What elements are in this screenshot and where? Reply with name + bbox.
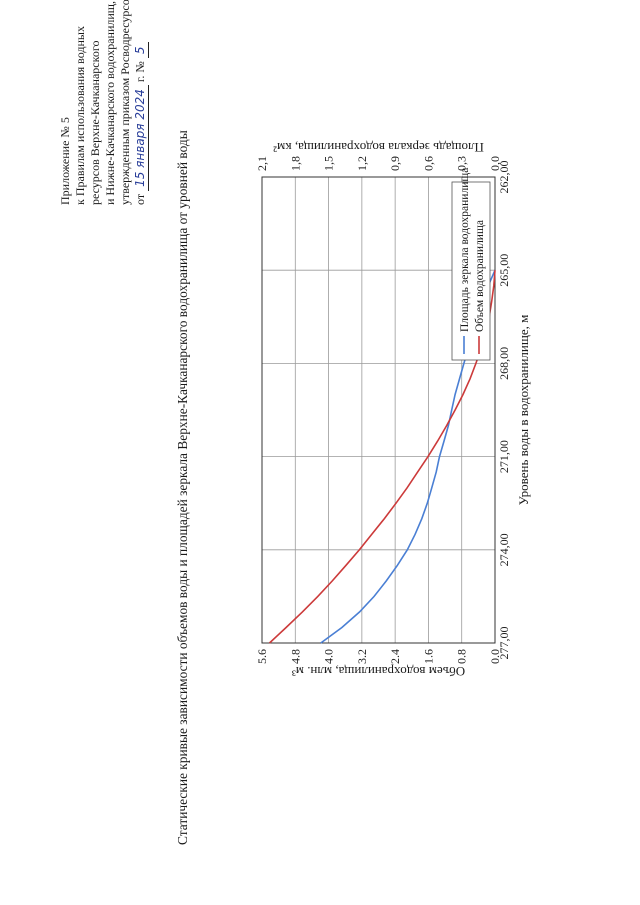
legend-label: Площадь зеркала водохранилища (459, 168, 471, 332)
level-axis-label: Уровень воды в водохранилище, м (516, 315, 531, 506)
volume-tick-label: 1.6 (421, 649, 435, 664)
area-tick-label: 0,3 (455, 156, 469, 171)
area-tick-label: 1,5 (322, 156, 336, 171)
legend-label: Объем водохранилища (474, 220, 486, 332)
volume-tick-label: 0.8 (455, 649, 469, 664)
level-tick-label: 277,00 (497, 627, 511, 660)
volume-tick-label: 5.6 (255, 649, 269, 664)
volume-tick-label: 2.4 (388, 649, 402, 664)
area-tick-label: 1,8 (288, 156, 302, 171)
volume-tick-label: 4.8 (288, 649, 302, 664)
volume-tick-label: 0.0 (488, 649, 502, 664)
level-tick-label: 274,00 (497, 533, 511, 566)
volume-axis-label: Объем водохранилища, млн. м³ (292, 664, 465, 679)
volume-tick-label: 3.2 (355, 649, 369, 664)
area-tick-label: 1,2 (355, 156, 369, 171)
area-axis-label: Площадь зеркала водохранилища, км² (273, 140, 484, 155)
level-tick-label: 268,00 (497, 347, 511, 380)
level-tick-label: 265,00 (497, 254, 511, 287)
area-tick-label: 0,6 (421, 156, 435, 171)
area-tick-label: 2,1 (255, 156, 269, 171)
legend-box (451, 181, 491, 361)
level-tick-label: 271,00 (497, 440, 511, 473)
area-tick-label: 0,9 (388, 156, 402, 171)
level-tick-label: 262,00 (497, 161, 511, 194)
plot-frame (261, 176, 496, 644)
volume-tick-label: 4.0 (322, 649, 336, 664)
area-tick-label: 0,0 (488, 156, 502, 171)
